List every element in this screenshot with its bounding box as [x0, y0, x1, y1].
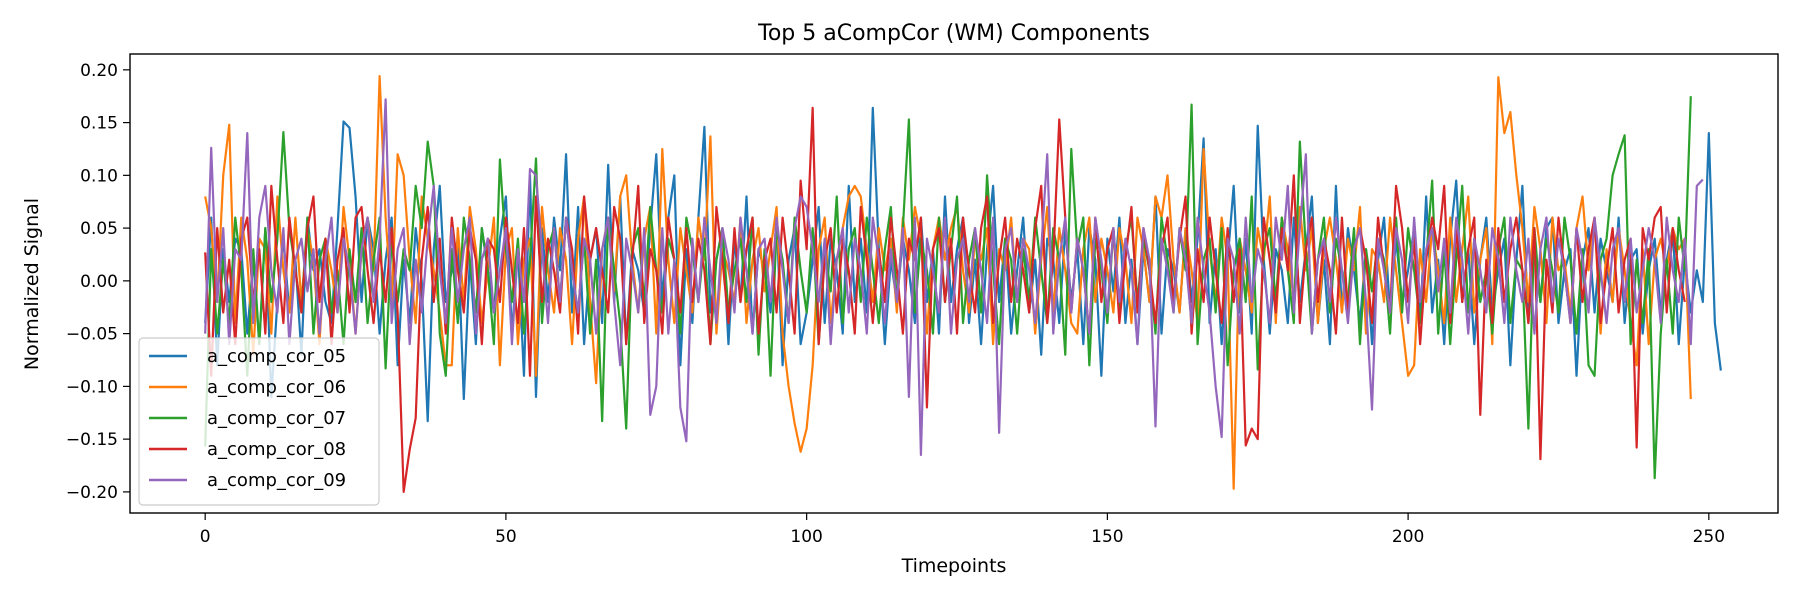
x-tick-label: 250 [1693, 527, 1725, 547]
series-group [204, 75, 1722, 493]
x-tick-label: 200 [1392, 527, 1424, 547]
legend: a_comp_cor_05 a_comp_cor_06 a_comp_cor_07a… [138, 337, 380, 506]
y-tick-label: −0.20 [66, 483, 118, 503]
legend-label: a_comp_cor_07 [207, 408, 346, 429]
y-tick-label: −0.05 [66, 325, 118, 345]
x-tick-label: 150 [1091, 527, 1123, 547]
x-axis-ticks: 0 50 100 150 200 250 [200, 513, 1725, 547]
plot-frame [129, 53, 1779, 514]
series-line-a-comp-cor-09 [204, 98, 1704, 457]
y-tick-label: 0.05 [80, 219, 118, 239]
y-tick-label: 0.15 [80, 114, 118, 134]
y-tick-label: −0.15 [66, 430, 118, 450]
y-axis-ticks: −0.20 −0.15 −0.10 −0.05 0.00 0.05 0.10 0.15 0.20 [66, 61, 130, 503]
x-tick-label: 100 [790, 527, 822, 547]
chart-title: Top 5 aCompCor (WM) Components [757, 21, 1150, 46]
x-axis-label: Timepoints [901, 555, 1007, 577]
legend-label: a_comp_cor_09 [207, 470, 346, 491]
y-axis-label: Normalized Signal [21, 198, 43, 370]
legend-label: a_comp_cor_06 [207, 377, 346, 398]
y-tick-label: 0.00 [80, 272, 118, 292]
y-tick-label: 0.20 [80, 61, 118, 81]
x-tick-label: 50 [495, 527, 517, 547]
y-tick-label: −0.10 [66, 377, 118, 397]
legend-label: a_comp_cor_05 [207, 346, 346, 367]
y-tick-label: 0.10 [80, 166, 118, 186]
x-tick-label: 0 [200, 527, 211, 547]
legend-box [138, 337, 380, 506]
series-line-a-comp-cor-06 [204, 75, 1692, 490]
series-line-a-comp-cor-08 [204, 106, 1686, 493]
legend-label: a_comp_cor_08 [207, 439, 346, 460]
